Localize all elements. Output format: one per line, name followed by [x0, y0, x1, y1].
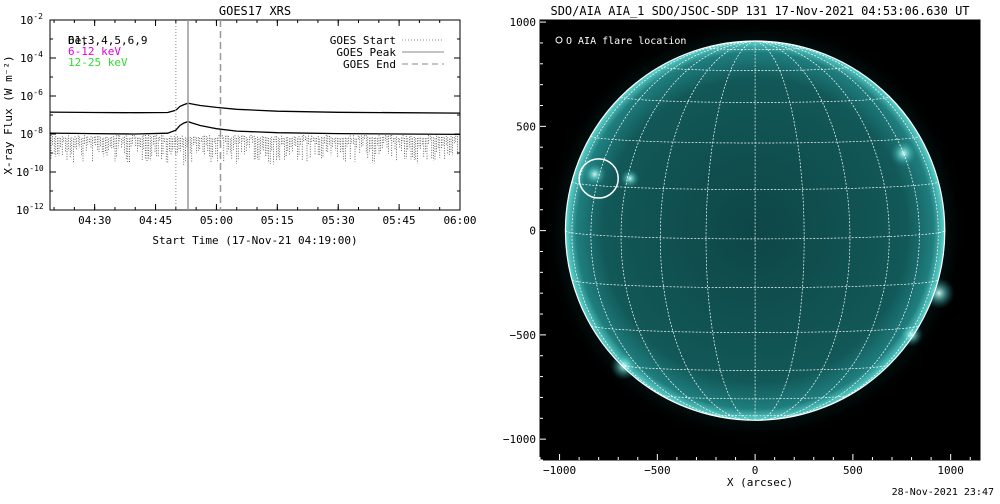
- grid-longitude-line: [705, 40, 756, 421]
- grid-longitude-line: [755, 40, 890, 421]
- goes-y-tick-base: 10: [20, 90, 33, 103]
- goes-y-tick-exponent: -4: [33, 50, 43, 59]
- grid-latitude-line: [565, 230, 946, 240]
- goes-channel-12-25-label: 12-25 keV: [68, 56, 128, 69]
- aia-x-axis: −1000 −500 0 500 1000: [539, 454, 971, 477]
- goes-y-tick-base: 10: [16, 204, 29, 217]
- goes-x-axis: 04:30 04:45 05:00 05:15 05:30 05:45 06:00: [53, 20, 477, 227]
- goes-y-tick-label: 10-6: [20, 88, 43, 103]
- goes-y-tick-base: 10: [16, 166, 29, 179]
- goes-x-tick-label: 06:00: [443, 214, 476, 227]
- bright-region: [610, 352, 638, 380]
- grid-latitude-line: [659, 66, 851, 71]
- aia-image-chart: SDO/AIA AIA_1 SDO/JSOC-SDP 131 17-Nov-20…: [503, 4, 981, 489]
- goes-y-tick-base: 10: [20, 128, 33, 141]
- bright-region: [620, 168, 640, 189]
- goes-channel-6-12-label: 6-12 keV: [68, 45, 121, 58]
- grid-latitude-line: [590, 325, 920, 333]
- aia-x-tick-label: 0: [752, 464, 759, 477]
- goes-y-tick-label: 10-8: [20, 126, 43, 141]
- grid-latitude-line: [571, 279, 939, 289]
- goes-channel-labels: Det 61,3,4,5,6,9 6-12 keV 12-25 keV: [68, 34, 147, 69]
- goes-y-tick-label: 10-4: [20, 50, 43, 65]
- legend-goes-end-label: GOES End: [343, 58, 396, 71]
- goes-y-tick-exponent: -6: [33, 88, 43, 97]
- goes-y-tick-base: 10: [20, 14, 33, 27]
- goes-det-label: Det: [68, 34, 88, 47]
- flare-location-marker: [578, 158, 619, 199]
- goes-chart-title: GOES17 XRS: [219, 4, 291, 18]
- bright-region: [923, 277, 955, 309]
- aia-y-tick-label: 500: [516, 120, 536, 133]
- goes-y-tick-label: 10-10: [16, 164, 44, 179]
- goes-legend: GOES Start GOES Peak GOES End: [330, 34, 444, 71]
- aia-x-tick-label: 500: [843, 464, 863, 477]
- bright-region: [890, 139, 918, 168]
- bright-region: [899, 323, 924, 347]
- aia-legend: O AIA flare location: [555, 36, 686, 47]
- grid-longitude-line: [571, 40, 756, 417]
- goes-y-tick-exponent: -10: [29, 164, 44, 173]
- goes-series-line-1: [50, 120, 460, 136]
- goes-y-tick-exponent: -8: [33, 126, 43, 135]
- goes-x-tick-label: 05:15: [261, 214, 294, 227]
- grid-latitude-line: [705, 47, 805, 51]
- goes-x-tick-label: 05:00: [200, 214, 233, 227]
- grid-longitude-line: [755, 40, 939, 417]
- flare-legend-marker-icon: [555, 36, 563, 44]
- legend-goes-peak-label: GOES Peak: [336, 46, 396, 59]
- goes-y-tick-label: 10-12: [16, 202, 44, 217]
- solar-limb: [564, 40, 946, 421]
- goes-noise-band: [50, 135, 458, 165]
- grid-longitude-line: [659, 40, 756, 421]
- goes-y-axis-label: X-ray Flux (W m⁻²): [2, 55, 15, 174]
- goes-y-tick-exponent: -12: [29, 202, 44, 211]
- grid-latitude-line: [660, 394, 850, 400]
- goes-x-tick-label: 04:45: [139, 214, 172, 227]
- goes-y-tick-exponent: -2: [33, 12, 43, 21]
- goes-y-tick-base: 10: [20, 52, 33, 65]
- bright-regions: [583, 139, 955, 380]
- aia-x-tick-label: −500: [644, 464, 671, 477]
- aia-y-axis: −1000 −500 0 500 1000: [503, 16, 546, 461]
- aia-y-tick-label: −1000: [503, 433, 536, 446]
- aia-x-axis-label: X (arcsec): [727, 476, 793, 489]
- aia-legend-label: O AIA flare location: [566, 36, 686, 47]
- legend-goes-start-label: GOES Start: [330, 34, 396, 47]
- goes-x-tick-label: 05:30: [322, 214, 355, 227]
- aia-x-tick-label: −1000: [543, 464, 576, 477]
- grid-longitude-line: [755, 40, 805, 421]
- aia-chart-title: SDO/AIA AIA_1 SDO/JSOC-SDP 131 17-Nov-20…: [550, 4, 969, 18]
- aia-image-content: O AIA flare location: [542, 20, 968, 444]
- goes-event-lines: [175, 20, 222, 210]
- grid-longitude-line: [620, 40, 756, 421]
- generation-timestamp: 28-Nov-2021 23:47: [891, 487, 994, 498]
- grid-latitude-line: [620, 96, 890, 103]
- grid-longitude-line: [755, 40, 920, 420]
- aia-y-tick-label: −500: [510, 329, 537, 342]
- goes-x-tick-label: 05:45: [383, 214, 416, 227]
- goes-series-group: [50, 102, 460, 165]
- goes-det-list-label: 61,3,4,5,6,9: [68, 34, 147, 47]
- goes-y-tick-label: 10-2: [20, 12, 43, 27]
- bright-region: [583, 162, 607, 187]
- goes-series-line-0: [50, 102, 460, 114]
- grid-longitude-line: [755, 40, 851, 421]
- grid-longitude-line: [590, 40, 756, 420]
- aia-plot-frame: [539, 19, 981, 461]
- goes-x-axis-label: Start Time (17-Nov-21 04:19:00): [152, 234, 357, 247]
- goes-x-tick-label: 04:30: [78, 214, 111, 227]
- aia-x-tick-label: 1000: [937, 464, 964, 477]
- aia-y-tick-label: 1000: [510, 16, 537, 29]
- aia-y-tick-label: 0: [529, 225, 536, 238]
